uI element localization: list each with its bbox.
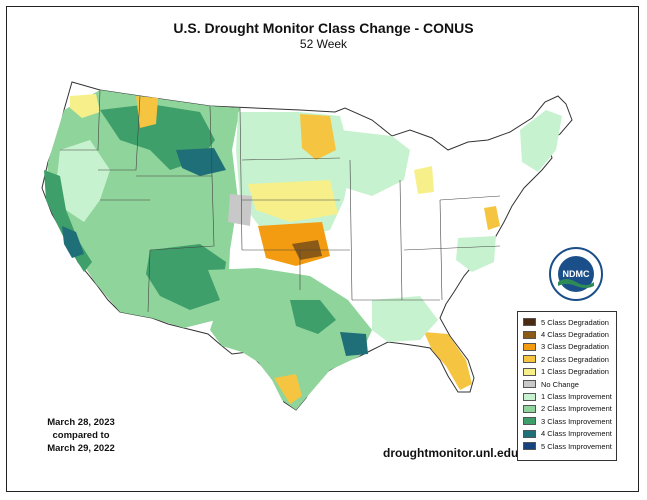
michigan-yellow: [414, 166, 434, 194]
legend-item: 1 Class Degradation: [523, 366, 611, 378]
legend-swatch: [523, 330, 536, 339]
legend-label: 1 Class Improvement: [541, 392, 612, 402]
rockies-dark-green: [146, 244, 226, 310]
legend-label: 5 Class Degradation: [541, 317, 609, 327]
legend-item: 4 Class Degradation: [523, 328, 611, 340]
legend-item: 5 Class Degradation: [523, 316, 611, 328]
texas-dark-green: [290, 300, 336, 334]
legend-label: 1 Class Degradation: [541, 367, 609, 377]
legend-label: 4 Class Improvement: [541, 429, 612, 439]
legend-item: 2 Class Improvement: [523, 403, 612, 415]
source-url[interactable]: droughtmonitor.unl.edu: [383, 446, 519, 460]
nochange-plains: [228, 194, 252, 226]
legend-item: 1 Class Improvement: [523, 390, 612, 402]
svg-text:NDMC: NDMC: [563, 269, 590, 279]
legend-item: 3 Class Improvement: [523, 415, 612, 427]
legend-label: 3 Class Improvement: [541, 416, 612, 426]
legend-label: 2 Class Improvement: [541, 404, 612, 414]
legend-swatch: [523, 392, 536, 401]
nebraska-yellow: [248, 180, 338, 222]
florida-yellow: [424, 332, 472, 390]
legend-label: 5 Class Improvement: [541, 441, 612, 451]
wyoming-teal: [176, 148, 226, 176]
northeast-light-green: [520, 110, 562, 172]
great-lakes-light-green: [340, 130, 410, 196]
map-title: U.S. Drought Monitor Class Change - CONU…: [173, 20, 474, 36]
ndmc-logo: NDMC: [549, 247, 603, 301]
legend-swatch: [523, 367, 536, 376]
date-range-note: March 28, 2023 compared to March 29, 202…: [36, 416, 126, 455]
idaho-orange: [136, 96, 158, 128]
west-light-green: [56, 140, 110, 222]
legend-item: 5 Class Improvement: [523, 440, 612, 452]
legend-swatch: [523, 442, 536, 451]
map-subtitle: 52 Week: [299, 37, 348, 51]
legend-item: 2 Class Degradation: [523, 353, 611, 365]
legend-label: No Change: [541, 379, 579, 389]
date-previous: March 29, 2022: [47, 443, 115, 454]
legend-label: 3 Class Degradation: [541, 342, 609, 352]
legend-swatch: [523, 355, 536, 364]
texas-coast-yellow: [274, 374, 302, 404]
date-current: March 28, 2023: [47, 417, 115, 428]
legend-swatch: [523, 417, 536, 426]
legend-swatch: [523, 342, 536, 351]
sierra-teal: [62, 226, 84, 258]
legend-label: 2 Class Degradation: [541, 354, 609, 364]
dakotas-yellow: [300, 114, 336, 160]
legend-item: 3 Class Degradation: [523, 341, 611, 353]
texas-improvement: [208, 268, 372, 410]
legend-swatch: [523, 429, 536, 438]
map-legend: 5 Class Degradation 4 Class Degradation 3 …: [517, 311, 617, 461]
state-borders: [60, 89, 501, 313]
gulf-light-green: [372, 296, 438, 342]
louisiana-teal: [340, 332, 368, 356]
midatlantic-yellow: [484, 206, 500, 230]
legend-item: No Change: [523, 378, 611, 390]
legend-swatch: [523, 318, 536, 327]
northwest-yellow: [70, 94, 100, 118]
legend-item: 4 Class Improvement: [523, 428, 612, 440]
legend-swatch: [523, 404, 536, 413]
date-compared-to: compared to: [52, 430, 110, 441]
legend-swatch: [523, 380, 536, 389]
carolina-light-green: [456, 236, 496, 272]
legend-label: 4 Class Degradation: [541, 330, 609, 340]
